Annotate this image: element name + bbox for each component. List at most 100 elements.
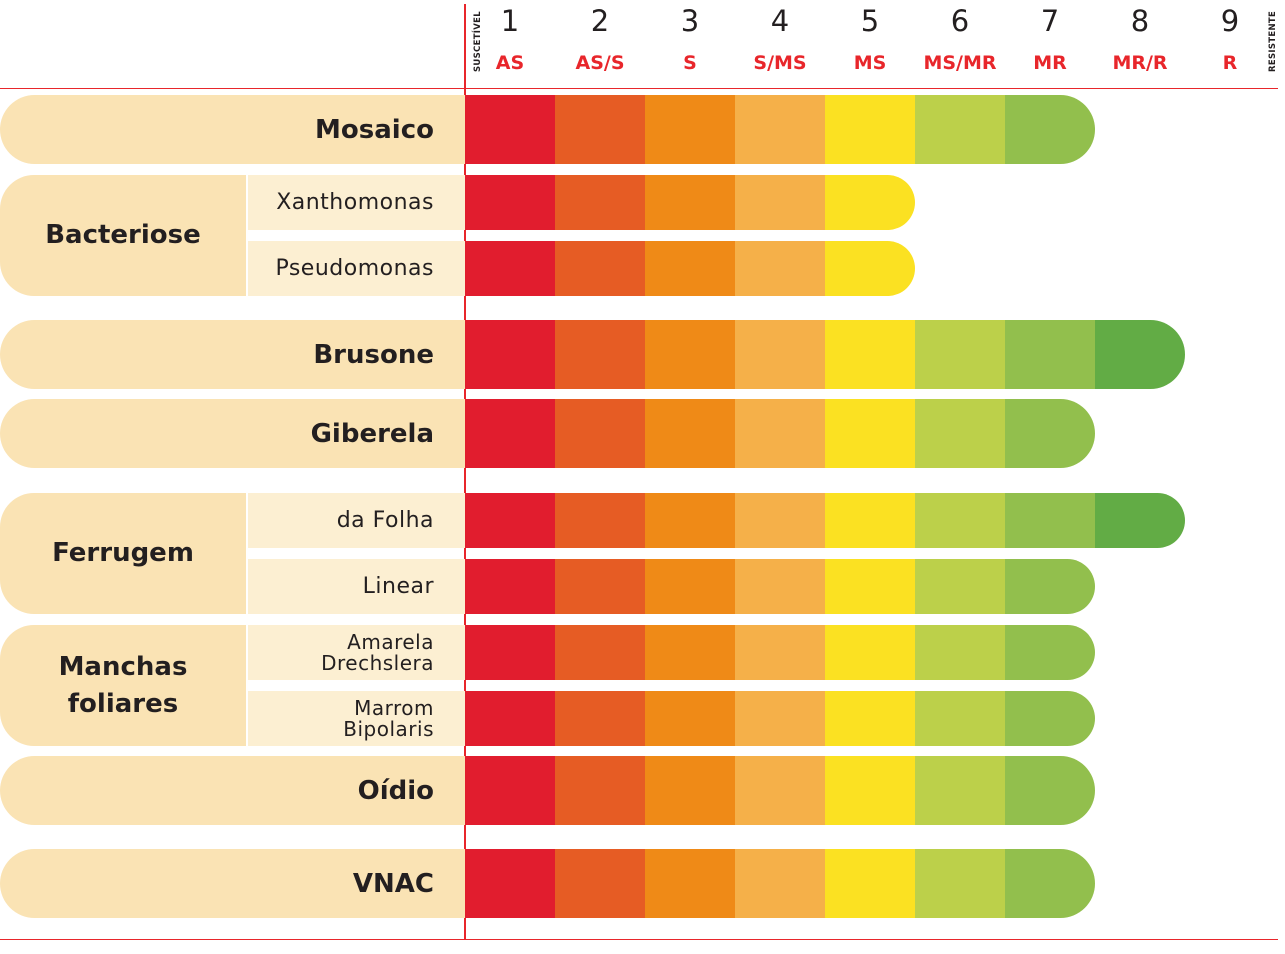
scale-code-2: AS/S (575, 52, 625, 74)
ferrugem-da-folha-segment-7 (1005, 493, 1095, 548)
giberela-segment-4 (735, 399, 825, 468)
brusone-segment-2 (555, 320, 645, 389)
manchas-foliares-amarela-drechslera-segment-6 (915, 625, 1005, 680)
vnac-segment-5 (825, 849, 915, 918)
subrow-ferrugem-da-folha (248, 493, 465, 548)
giberela-segment-3 (645, 399, 735, 468)
ferrugem-linear-segment-5 (825, 559, 915, 614)
disease-label-ferrugem: Ferrugem (52, 538, 194, 568)
scale-code-6: MS/MR (923, 52, 997, 74)
bacteriose-xanthomonas-segment-1 (465, 175, 555, 230)
oidio-segment-5 (825, 756, 915, 825)
vnac-segment-7 (1005, 849, 1095, 918)
vnac-segment-3 (645, 849, 735, 918)
oidio-segment-6 (915, 756, 1005, 825)
bacteriose-pseudomonas-segment-3 (645, 241, 735, 296)
subtype-label-ferrugem-linear: Linear (362, 574, 434, 599)
ferrugem-linear-segment-7 (1005, 559, 1095, 614)
row-mosaico (0, 95, 465, 164)
mosaico-segment-7 (1005, 95, 1095, 164)
group-bacteriose (0, 175, 246, 296)
ferrugem-linear-segment-6 (915, 559, 1005, 614)
scale-code-4: S/MS (753, 52, 807, 74)
giberela-segment-6 (915, 399, 1005, 468)
scale-code-3: S (683, 52, 697, 74)
bacteriose-xanthomonas-segment-3 (645, 175, 735, 230)
bacteriose-pseudomonas-segment-4 (735, 241, 825, 296)
oidio-segment-3 (645, 756, 735, 825)
mosaico-segment-4 (735, 95, 825, 164)
manchas-foliares-amarela-drechslera-segment-7 (1005, 625, 1095, 680)
disease-label-giberela: Giberela (310, 418, 434, 449)
subrow-bacteriose-pseudomonas (248, 241, 465, 296)
brusone-segment-7 (1005, 320, 1095, 389)
disease-label-brusone: Brusone (313, 339, 434, 370)
ferrugem-da-folha-segment-4 (735, 493, 825, 548)
scale-code-5: MS (853, 52, 887, 74)
row-brusone (0, 320, 465, 389)
brusone-segment-5 (825, 320, 915, 389)
scale-number-1: 1 (500, 4, 520, 38)
scale-code-7: MR (1033, 52, 1067, 74)
ferrugem-linear-segment-3 (645, 559, 735, 614)
ferrugem-da-folha-segment-2 (555, 493, 645, 548)
vnac-segment-6 (915, 849, 1005, 918)
mosaico-segment-1 (465, 95, 555, 164)
bacteriose-xanthomonas-segment-2 (555, 175, 645, 230)
oidio-segment-4 (735, 756, 825, 825)
ferrugem-da-folha-segment-1 (465, 493, 555, 548)
disease-label-oidio: Oídio (357, 775, 434, 806)
brusone-segment-1 (465, 320, 555, 389)
group-ferrugem (0, 493, 246, 614)
scale-number-5: 5 (860, 4, 880, 38)
ferrugem-da-folha-segment-5 (825, 493, 915, 548)
giberela-segment-5 (825, 399, 915, 468)
manchas-foliares-marrom-bipolaris-segment-1 (465, 691, 555, 746)
giberela-segment-2 (555, 399, 645, 468)
subrow-manchas-foliares-amarela-drechslera (248, 625, 465, 680)
brusone-segment-6 (915, 320, 1005, 389)
bacteriose-pseudomonas-segment-5 (825, 241, 915, 296)
vnac-segment-2 (555, 849, 645, 918)
manchas-foliares-marrom-bipolaris-segment-4 (735, 691, 825, 746)
disease-label-vnac: VNAC (352, 868, 434, 899)
oidio-segment-2 (555, 756, 645, 825)
bacteriose-xanthomonas-segment-4 (735, 175, 825, 230)
subtype-label-bacteriose-xanthomonas: Xanthomonas (276, 190, 434, 215)
manchas-foliares-amarela-drechslera-segment-3 (645, 625, 735, 680)
manchas-foliares-marrom-bipolaris-segment-7 (1005, 691, 1095, 746)
giberela-segment-1 (465, 399, 555, 468)
group-manchas-foliares (0, 625, 246, 746)
scale-number-8: 8 (1130, 4, 1150, 38)
mosaico-segment-6 (915, 95, 1005, 164)
subrow-bacteriose-xanthomonas (248, 175, 465, 230)
scale-start-line (464, 4, 466, 940)
vnac-segment-4 (735, 849, 825, 918)
manchas-foliares-amarela-drechslera-segment-5 (825, 625, 915, 680)
manchas-foliares-amarela-drechslera-segment-2 (555, 625, 645, 680)
scale-number-4: 4 (770, 4, 790, 38)
oidio-segment-7 (1005, 756, 1095, 825)
brusone-segment-4 (735, 320, 825, 389)
scale-number-2: 2 (590, 4, 610, 38)
brusone-segment-8 (1095, 320, 1185, 389)
ferrugem-linear-segment-4 (735, 559, 825, 614)
manchas-foliares-marrom-bipolaris-segment-2 (555, 691, 645, 746)
manchas-foliares-marrom-bipolaris-segment-6 (915, 691, 1005, 746)
subtype-label-manchas-foliares-marrom-bipolaris: Marrom Bipolaris (343, 695, 434, 741)
bacteriose-xanthomonas-segment-5 (825, 175, 915, 230)
manchas-foliares-marrom-bipolaris-segment-3 (645, 691, 735, 746)
subtype-label-ferrugem-da-folha: da Folha (336, 508, 434, 533)
scale-number-3: 3 (680, 4, 700, 38)
subtype-label-bacteriose-pseudomonas: Pseudomonas (275, 256, 434, 281)
scale-number-9: 9 (1220, 4, 1240, 38)
ferrugem-linear-segment-1 (465, 559, 555, 614)
row-vnac (0, 849, 465, 918)
subtype-label-manchas-foliares-amarela-drechslera: Amarela Drechslera (321, 629, 434, 675)
scale-number-7: 7 (1040, 4, 1060, 38)
disease-label-manchas-foliares: Manchas foliares (58, 651, 188, 719)
ferrugem-da-folha-segment-8 (1095, 493, 1185, 548)
mosaico-segment-3 (645, 95, 735, 164)
manchas-foliares-amarela-drechslera-segment-4 (735, 625, 825, 680)
giberela-segment-7 (1005, 399, 1095, 468)
